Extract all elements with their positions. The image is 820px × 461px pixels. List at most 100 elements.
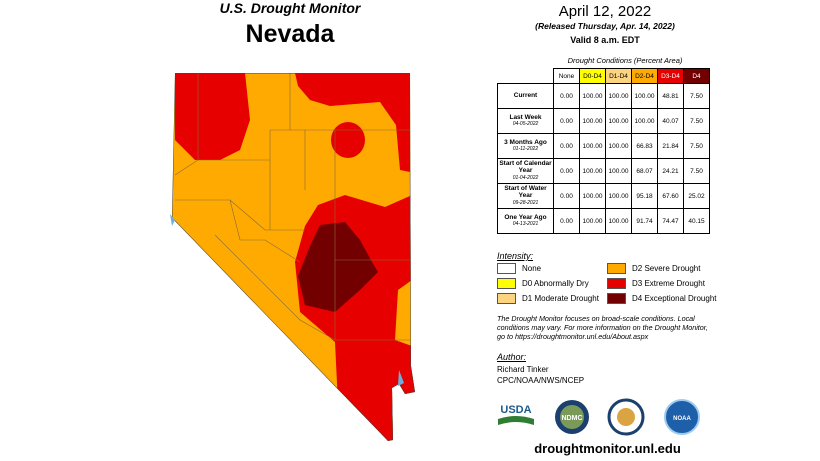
notes: The Drought Monitor focuses on broad-sca… [497,314,708,341]
legend-item: D2 Severe Drought [607,263,700,274]
legend-swatch [497,293,516,304]
row-name: Start of Water Year [504,184,547,200]
cell-value: 100.00 [605,83,632,109]
column-header: D2-D4 [631,68,658,84]
row-label: Current [497,83,554,109]
blank-cell [498,69,554,84]
cell-value: 100.00 [631,83,658,109]
map [170,73,415,441]
legend-item: D0 Abnormally Dry [497,278,589,289]
row-date: 09-28-2021 [512,199,539,206]
legend-swatch [497,263,516,274]
data-row: 3 Months Ago 01-11-2022 0.00 100.00 100.00 66… [497,133,710,159]
cell-value: 0.00 [553,208,580,234]
legend-item: None [497,263,541,274]
logo-text: NOAA [673,416,691,422]
cell-value: 100.00 [579,183,606,209]
data-row: Start of Calendar Year 01-04-2022 0.00 100.… [497,158,710,184]
row-label: Start of Calendar Year 01-04-2022 [497,158,554,184]
row-date: 04-05-2022 [512,121,539,127]
logos: USDA NDMC NOAA [498,398,700,436]
release-date: (Released Thursday, Apr. 14, 2022) [535,21,675,31]
legend-item: D3 Extreme Drought [607,278,705,289]
cell-value: 0.00 [553,108,580,134]
cell-value: 40.15 [683,208,710,234]
cell-value: 7.50 [683,158,710,184]
cell-value: 21.84 [657,133,684,159]
lake [170,214,175,226]
cell-value: 100.00 [605,108,632,134]
cell-value: 100.00 [605,133,632,159]
column-header: D3-D4 [657,68,684,84]
map-date: April 12, 2022 [558,3,652,20]
data-row: Current 0.00 100.00 100.00 100.00 48.81 7.50 [497,83,710,109]
row-name: Last Week [509,113,542,121]
table-caption: Drought Conditions (Percent Area) [567,56,683,65]
legend-item: D4 Exceptional Drought [607,293,717,304]
cell-value: 7.50 [683,108,710,134]
cell-value: 100.00 [631,108,658,134]
cell-value: 66.83 [631,133,658,159]
cell-value: 100.00 [605,158,632,184]
cell-value: 48.81 [657,83,684,109]
d3-region [295,73,410,172]
d3-region [175,73,250,160]
cell-value: 0.00 [553,183,580,209]
cell-value: 7.50 [683,133,710,159]
cell-value: 24.21 [657,158,684,184]
d4-region [298,222,378,312]
row-date: 04-13-2021 [512,221,539,227]
cell-value: 91.74 [631,208,658,234]
state-name: Nevada [245,20,335,48]
cell-value: 25.02 [683,183,710,209]
cell-value: 100.00 [579,158,606,184]
logo-text: NDMC [562,415,583,422]
legend-label: D1 Moderate Drought [522,294,599,303]
cell-value: 40.07 [657,108,684,134]
d3-region [331,122,365,158]
title: U.S. Drought Monitor [219,0,361,16]
cell-value: 100.00 [579,133,606,159]
conditions-table: None D0-D4 D1-D4 D2-D4 D3-D4 D4 Current 0.00 100… [497,68,710,234]
usda-swoosh [498,416,534,425]
cell-value: 67.60 [657,183,684,209]
commerce-inner [617,408,635,426]
row-label: Start of Water Year 09-28-2021 [497,183,554,209]
row-name: 3 Months Ago [504,138,547,146]
cell-value: 100.00 [579,83,606,109]
county-lines [174,73,410,341]
ndmc-inner [560,405,584,429]
data-row: One Year Ago 04-13-2021 0.00 100.00 100.00 91… [497,208,710,234]
column-header: D4 [683,68,710,84]
author-org: CPC/NOAA/NWS/NCEP [497,376,585,385]
author-title: Author: [497,352,527,362]
row-name: One Year Ago [504,213,547,221]
legend-title: Intensity: [497,251,534,261]
data-row: Start of Water Year 09-28-2021 0.00 100.00 1… [497,183,710,209]
cell-value: 100.00 [605,208,632,234]
legend-swatch [607,263,626,274]
legend-label: D0 Abnormally Dry [522,279,589,288]
row-date: 01-04-2022 [512,174,539,181]
noaa-logo [664,399,700,435]
author-name: Richard Tinker [497,365,549,374]
valid-time: Valid 8 a.m. EDT [570,35,640,45]
lake [398,370,404,386]
column-header: D0-D4 [579,68,606,84]
row-date: 01-11-2022 [512,146,539,152]
cell-value: 7.50 [683,83,710,109]
cell-value: 0.00 [553,158,580,184]
legend-label: D2 Severe Drought [632,264,701,273]
header-row: None D0-D4 D1-D4 D2-D4 D3-D4 D4 [498,68,710,84]
data-row: Last Week 04-05-2022 0.00 100.00 100.00 100.0… [497,108,710,134]
cell-value: 74.47 [657,208,684,234]
row-name: Current [513,92,538,100]
row-label: Last Week 04-05-2022 [497,108,554,134]
column-header: None [553,68,580,84]
logo-text: USDA [500,404,531,416]
legend-label: D3 Extreme Drought [632,279,705,288]
footer-url: droughtmonitor.unl.edu [534,441,681,456]
legend-swatch [607,293,626,304]
cell-value: 0.00 [553,83,580,109]
legend-swatch [497,278,516,289]
